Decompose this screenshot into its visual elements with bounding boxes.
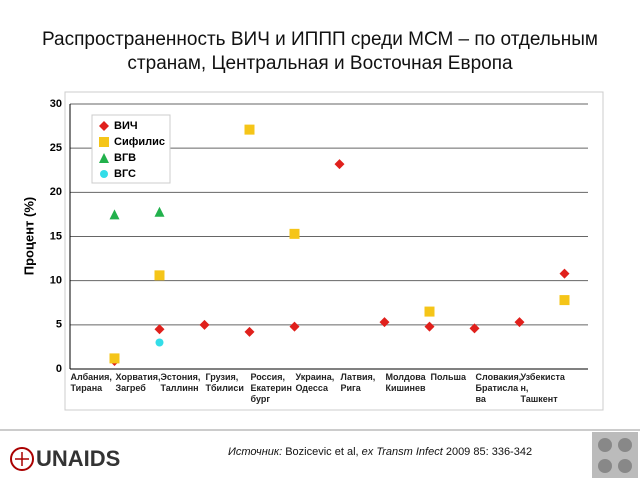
legend-label: Сифилис	[114, 136, 165, 148]
y-tick-label: 20	[50, 186, 62, 198]
marker	[514, 317, 525, 328]
marker	[469, 323, 480, 334]
x-tick-label: Хорватия, Загреб	[115, 372, 161, 393]
source-authors: Bozicevic et al,	[285, 446, 359, 458]
corner-image	[592, 432, 638, 478]
marker	[100, 170, 108, 178]
marker	[99, 153, 109, 163]
x-tick-label: Польша	[430, 372, 467, 382]
y-tick-label: 15	[50, 230, 62, 242]
marker	[424, 321, 435, 332]
legend-label: ВГВ	[114, 152, 136, 164]
y-tick-label: 25	[50, 142, 62, 154]
x-tick-label: Латвия, Рига	[340, 372, 376, 393]
x-tick-label: Узбекистан, Ташкент	[520, 372, 565, 404]
source-lead: Источник:	[228, 446, 283, 458]
legend-label: ВИЧ	[114, 120, 138, 132]
marker	[154, 206, 165, 217]
logo-text: UNAIDS	[36, 446, 120, 471]
marker	[155, 338, 164, 347]
source-note: Источник: Bozicevic et al, ex Transm Inf…	[228, 446, 532, 458]
marker	[244, 124, 255, 135]
y-axis-label: Процент (%)	[21, 197, 36, 276]
x-tick-label: Молдова Кишинев	[385, 372, 426, 393]
y-tick-label: 10	[50, 275, 62, 287]
marker	[559, 268, 570, 279]
marker	[424, 306, 435, 317]
marker	[289, 321, 300, 332]
x-tick-label: Словакия, Братислава	[475, 372, 522, 404]
y-tick-label: 5	[56, 319, 62, 331]
marker	[199, 319, 210, 330]
marker	[289, 228, 300, 239]
marker	[154, 324, 165, 335]
marker	[109, 209, 120, 220]
x-tick-label: Албания, Тирана	[70, 372, 112, 393]
marker	[559, 295, 570, 306]
y-tick-label: 30	[50, 98, 62, 110]
chart-title: Распространенность ВИЧ и ИППП среди МСМ …	[42, 29, 598, 74]
marker	[99, 121, 109, 131]
marker	[379, 317, 390, 328]
x-tick-label: Эстония, Таллинн	[160, 372, 201, 393]
source-journal: ex Transm Infect	[361, 446, 443, 458]
x-tick-label: Украина, Одесса	[295, 372, 335, 393]
marker	[334, 159, 345, 170]
marker	[244, 326, 255, 337]
marker	[109, 353, 120, 364]
y-tick-label: 0	[56, 363, 62, 375]
marker	[99, 137, 109, 147]
x-tick-label: Грузия, Тбилиси	[205, 372, 244, 393]
marker	[154, 270, 165, 281]
source-ref: 2009 85: 336-342	[445, 446, 533, 458]
x-tick-label: Россия, Екатеринбург	[250, 372, 292, 404]
logo-icon	[10, 447, 34, 471]
legend-label: ВГС	[114, 168, 136, 180]
